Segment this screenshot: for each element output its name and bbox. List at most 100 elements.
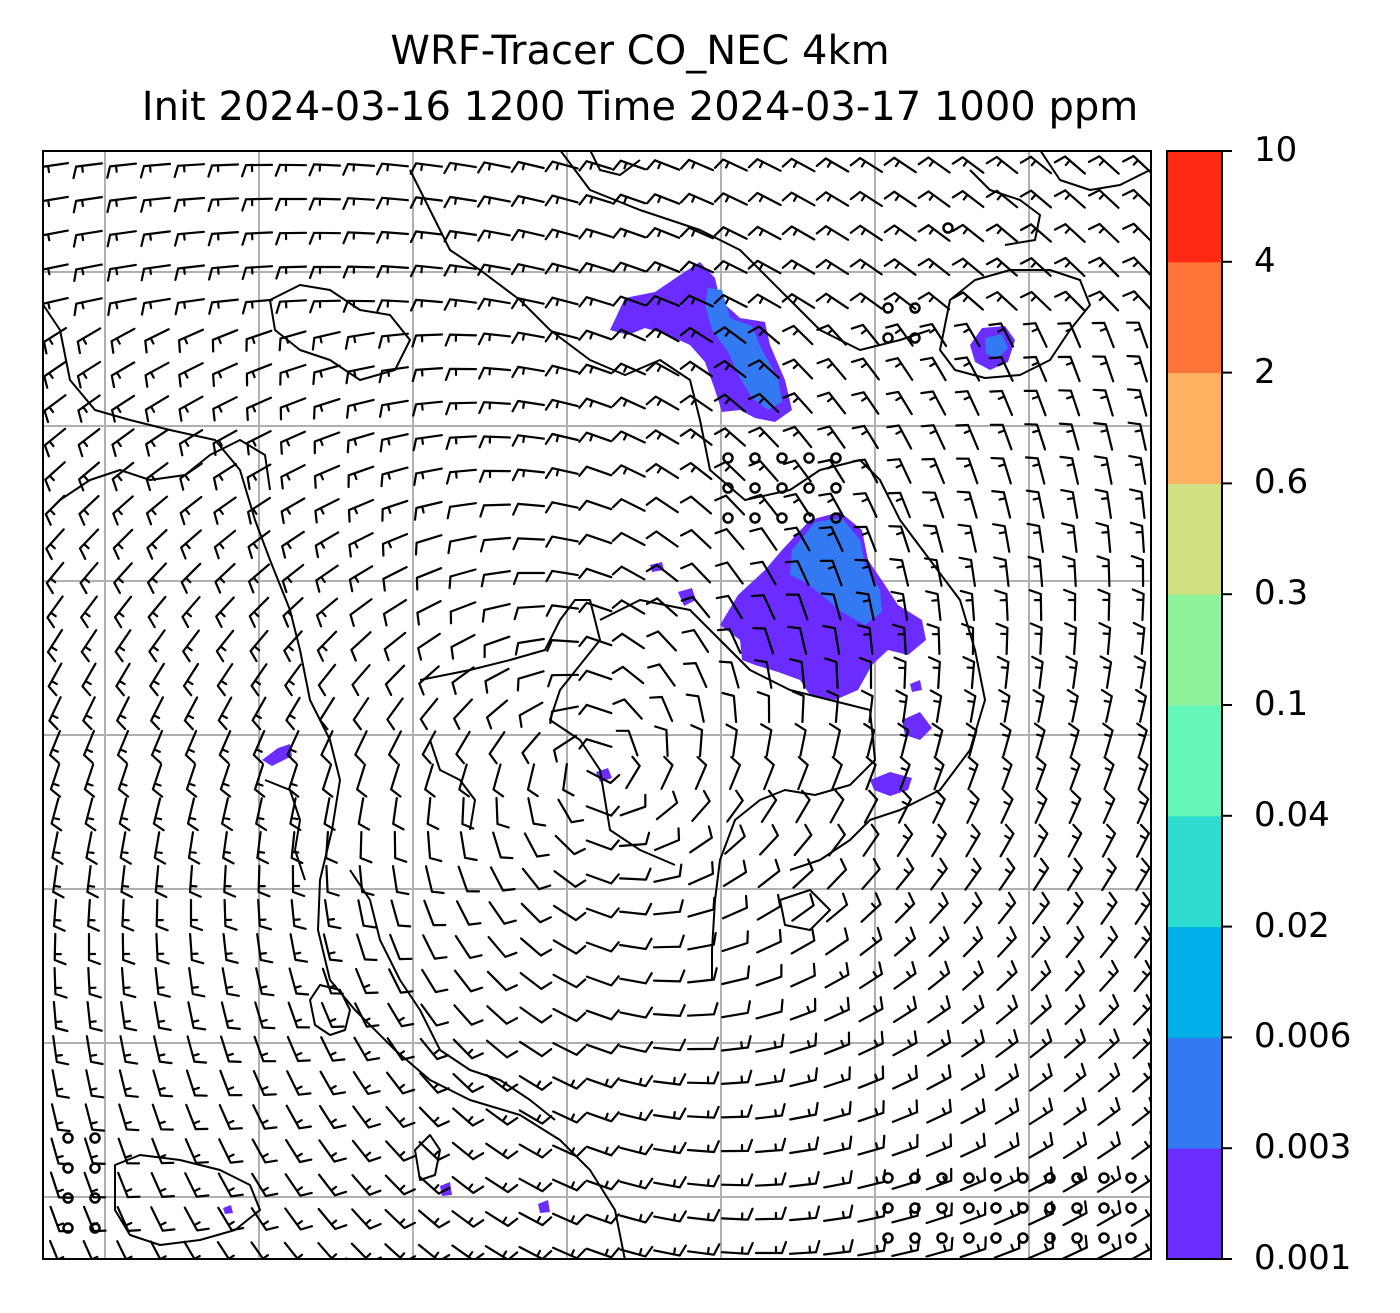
calm-circle: [936, 1232, 948, 1244]
colorbar-tick-label: 0.1: [1254, 684, 1309, 724]
colorbar-segment: [1167, 483, 1222, 595]
calm-circle: [89, 1192, 101, 1204]
calm-circle: [909, 1202, 921, 1214]
calm-circle: [882, 1202, 894, 1214]
calm-circle: [62, 1192, 74, 1204]
calm-circle: [776, 452, 788, 464]
colorbar-tick-label: 0.04: [1254, 794, 1330, 835]
calm-circle: [936, 1202, 948, 1214]
plume-speck-6: [538, 1200, 550, 1213]
calm-circle: [882, 332, 894, 344]
calm-circle: [62, 1132, 74, 1144]
calm-circle: [909, 302, 921, 314]
calm-circle: [776, 512, 788, 524]
calm-circle: [1098, 1202, 1110, 1214]
wind-barb-field: [43, 155, 1151, 1259]
colorbar-tick-label: 0.6: [1254, 462, 1309, 503]
calm-circle: [89, 1132, 101, 1144]
colorbar-tick-label: 0.001: [1254, 1238, 1352, 1278]
calm-circle: [803, 512, 815, 524]
calm-circle: [830, 482, 842, 494]
calm-circle: [942, 222, 954, 234]
calm-circle: [89, 1162, 101, 1174]
calm-circle: [1098, 1232, 1110, 1244]
calm-circle: [936, 1172, 948, 1184]
colorbar-segment: [1167, 1037, 1222, 1149]
colorbar-segment: [1167, 926, 1222, 1038]
calm-circle: [963, 1172, 975, 1184]
map-title-line-1: WRF-Tracer CO_NEC 4km: [390, 28, 890, 74]
plume-east-small: [870, 772, 912, 796]
calm-circle: [830, 512, 842, 524]
calm-circle: [1044, 1202, 1056, 1214]
calm-circle: [990, 1172, 1002, 1184]
calm-circle: [963, 1232, 975, 1244]
calm-circle: [1044, 1232, 1056, 1244]
colorbar-segment: [1167, 594, 1222, 706]
calm-circle: [722, 482, 734, 494]
calm-circle: [1017, 1172, 1029, 1184]
calm-wind-circles: [62, 222, 1137, 1244]
calm-circle: [990, 1232, 1002, 1244]
calm-circle: [909, 332, 921, 344]
calm-circle: [62, 1222, 74, 1234]
colorbar-tick-label: 0.02: [1254, 905, 1330, 946]
plume-speck-2: [650, 562, 664, 572]
plume-northeast-core: [985, 334, 1008, 358]
calm-circle: [749, 512, 761, 524]
calm-circle: [722, 452, 734, 464]
calm-circle: [749, 452, 761, 464]
colorbar-tick-label: 4: [1254, 240, 1276, 281]
calm-circle: [1044, 1172, 1056, 1184]
colorbar-tick-label: 2: [1254, 351, 1276, 392]
calm-circle: [722, 512, 734, 524]
calm-circle: [803, 482, 815, 494]
calm-circle: [1017, 1232, 1029, 1244]
calm-circle: [830, 452, 842, 464]
map-title-line-2: Init 2024-03-16 1200 Time 2024-03-17 100…: [141, 84, 1139, 130]
plume-east-tiny: [902, 712, 932, 740]
calm-circle: [1125, 1232, 1137, 1244]
calm-circle: [909, 1172, 921, 1184]
colorbar-segment: [1167, 1148, 1222, 1260]
calm-circle: [1071, 1172, 1083, 1184]
calm-circle: [803, 452, 815, 464]
colorbar-segment: [1167, 151, 1222, 263]
calm-circle: [1125, 1202, 1137, 1214]
calm-circle: [1071, 1202, 1083, 1214]
colorbar-tick-label: 0.006: [1254, 1016, 1352, 1057]
calm-circle: [776, 482, 788, 494]
colorbar-tick-label: 0.003: [1254, 1127, 1352, 1168]
plume-speck-7: [910, 680, 922, 692]
calm-circle: [62, 1162, 74, 1174]
map-background: [43, 151, 1151, 1259]
lat-lon-gridlines: [43, 151, 1151, 1259]
calm-circle: [963, 1202, 975, 1214]
calm-circle: [1098, 1172, 1110, 1184]
colorbar-tick-label: 0.3: [1254, 573, 1309, 614]
calm-circle: [1017, 1202, 1029, 1214]
calm-circle: [1071, 1232, 1083, 1244]
calm-circle: [882, 1232, 894, 1244]
plume-north-core: [705, 288, 782, 410]
colorbar-segment: [1167, 372, 1222, 484]
colorbar-segment: [1167, 705, 1222, 817]
wind-barbs: [43, 155, 1151, 1259]
plume-speck-4: [262, 744, 292, 766]
colorbar-segment: [1167, 815, 1222, 928]
calm-circle: [882, 302, 894, 314]
colorbar: [1167, 150, 1232, 1260]
colorbar-frame: [1166, 150, 1223, 1260]
calm-circle: [882, 1172, 894, 1184]
map-frame: [42, 150, 1152, 1260]
calm-circle: [909, 1232, 921, 1244]
calm-circle: [990, 1202, 1002, 1214]
calm-circle: [1125, 1172, 1137, 1184]
colorbar-segment: [1167, 261, 1222, 374]
plume-central: [720, 512, 926, 700]
plume-speck-8: [223, 1205, 233, 1214]
colorbar-tick-label: 10: [1254, 130, 1298, 170]
calm-circle: [749, 482, 761, 494]
calm-circle: [89, 1222, 101, 1234]
